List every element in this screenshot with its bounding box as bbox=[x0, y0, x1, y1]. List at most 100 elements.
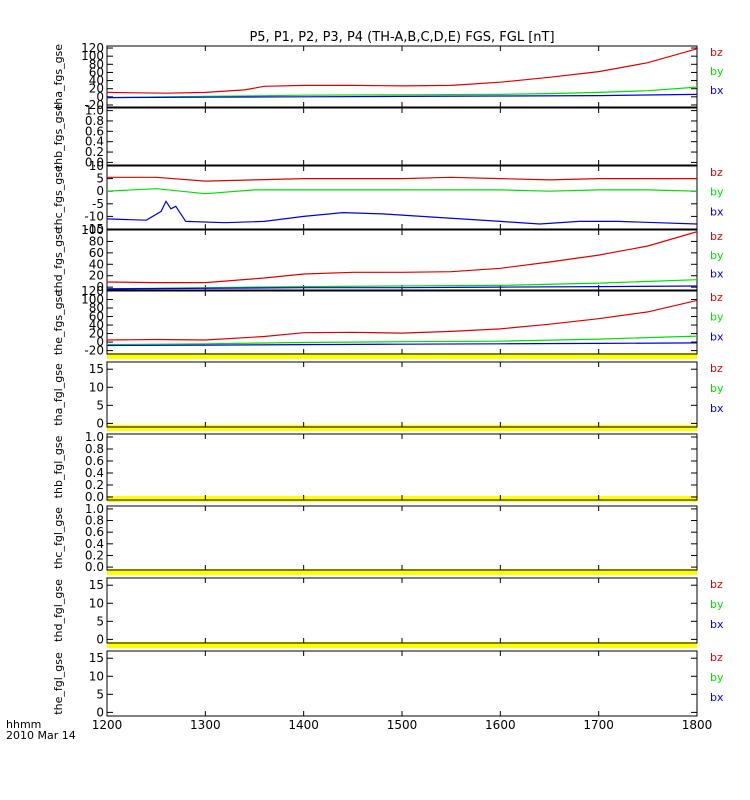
y-tick-label: 80 bbox=[89, 57, 104, 71]
series-bx-line bbox=[107, 200, 697, 225]
panel-thb_fgl_gse: 0.00.20.40.60.81.0 thb_fgl_gse bbox=[52, 430, 698, 504]
y-tick-label: 15 bbox=[89, 362, 104, 376]
y-tick-label: 120 bbox=[81, 284, 104, 298]
series-bx-line bbox=[107, 342, 697, 347]
y-tick-label: 10 bbox=[89, 596, 104, 610]
legend-by: by bbox=[710, 671, 724, 684]
panel-frame bbox=[106, 433, 698, 501]
legend-bx: bx bbox=[710, 691, 724, 704]
y-tick-label: 100 bbox=[81, 223, 104, 237]
legend-bx: bx bbox=[710, 205, 724, 218]
y-tick-label: 20 bbox=[89, 269, 104, 283]
series-by-line bbox=[107, 188, 697, 195]
y-tick-label: 0.2 bbox=[85, 145, 104, 159]
y-tick-label: 60 bbox=[89, 65, 104, 79]
y-tick-label: 100 bbox=[81, 49, 104, 63]
panel-the_fgl_gse: 0 5 10 15 the_fgl_gse bz by bx bbox=[52, 650, 724, 719]
panel-frame bbox=[106, 45, 698, 108]
legend-bz: bz bbox=[710, 578, 723, 591]
y-tick-label: 60 bbox=[89, 310, 104, 324]
y-axis-label: tha_fgl_gse bbox=[52, 363, 65, 426]
series-by-line bbox=[107, 335, 697, 346]
x-tick-label: 1300 bbox=[190, 718, 221, 732]
legend-by: by bbox=[710, 65, 724, 78]
y-tick-label: 80 bbox=[89, 301, 104, 315]
legend-bz: bz bbox=[710, 362, 723, 375]
legend-bx: bx bbox=[710, 402, 724, 415]
y-tick-label: 10 bbox=[89, 159, 104, 173]
y-tick-label: -15 bbox=[84, 222, 104, 236]
y-tick-label: 0 bbox=[96, 184, 104, 198]
y-tick-label: 0.4 bbox=[85, 466, 104, 480]
x-axis-date: 2010 Mar 14 bbox=[6, 729, 76, 742]
y-tick-label: 10 bbox=[89, 669, 104, 683]
legend-by: by bbox=[710, 311, 724, 324]
legend-bz: bz bbox=[710, 291, 723, 304]
y-tick-label: 0 bbox=[96, 632, 104, 646]
y-tick-label: 0.6 bbox=[85, 124, 104, 138]
legend-by: by bbox=[710, 598, 724, 611]
y-tick-label: 20 bbox=[89, 327, 104, 341]
panel-frame bbox=[106, 505, 698, 571]
y-tick-label: 0.0 bbox=[85, 490, 104, 504]
y-tick-label: 20 bbox=[89, 82, 104, 96]
y-axis-label: thb_fgs_gse bbox=[52, 104, 65, 170]
y-tick-label: 60 bbox=[89, 246, 104, 260]
series-bz-line bbox=[107, 231, 697, 284]
x-tick-label: 1400 bbox=[288, 718, 319, 732]
legend-bx: bx bbox=[710, 330, 724, 343]
y-axis-label: tha_fgs_gse bbox=[52, 44, 65, 109]
y-tick-label: 5 bbox=[96, 687, 104, 701]
yellow-gap-bar-0 bbox=[107, 353, 697, 359]
panel-frame bbox=[106, 165, 698, 230]
y-tick-label: 0 bbox=[96, 705, 104, 719]
x-tick-label: 1500 bbox=[387, 718, 418, 732]
y-tick-label: 0.6 bbox=[85, 525, 104, 539]
x-tick-label: 1800 bbox=[682, 718, 713, 732]
panel-tha_fgl_gse: 0 5 10 15 tha_fgl_gse bz by bx bbox=[52, 361, 724, 430]
y-axis-label: thd_fgl_gse bbox=[52, 579, 65, 642]
series-by-line bbox=[107, 86, 697, 99]
panel-frame bbox=[106, 361, 698, 428]
y-tick-label: 0.8 bbox=[85, 114, 104, 128]
y-tick-label: 0.2 bbox=[85, 548, 104, 562]
panel-frame bbox=[106, 650, 698, 717]
y-tick-label: 1.0 bbox=[85, 430, 104, 444]
y-axis-label: the_fgs_gse bbox=[52, 290, 65, 355]
yellow-gap-bar-1 bbox=[107, 425, 697, 431]
y-tick-label: 120 bbox=[81, 41, 104, 55]
y-tick-label: 0 bbox=[96, 416, 104, 430]
x-axis: 1200 1300 1400 1500 1600 1700 1800 bbox=[92, 718, 713, 732]
y-tick-label: 5 bbox=[96, 398, 104, 412]
y-tick-label: 40 bbox=[89, 74, 104, 88]
legend-bx: bx bbox=[710, 268, 724, 281]
y-tick-label: 5 bbox=[96, 172, 104, 186]
y-axis-label: thd_fgs_gse bbox=[52, 227, 65, 293]
y-axis-label: the_fgl_gse bbox=[52, 652, 65, 715]
y-tick-label: 40 bbox=[89, 318, 104, 332]
y-axis-label: thc_fgl_gse bbox=[52, 507, 65, 569]
y-tick-label: 0 bbox=[96, 335, 104, 349]
yellow-gap-bar-3 bbox=[107, 569, 697, 575]
legend-bx: bx bbox=[710, 618, 724, 631]
x-axis-label: hhmm bbox=[6, 718, 41, 731]
y-tick-label: 80 bbox=[89, 234, 104, 248]
y-tick-label: -5 bbox=[92, 197, 104, 211]
y-tick-label: 1.0 bbox=[85, 502, 104, 516]
y-tick-label: 0.8 bbox=[85, 442, 104, 456]
y-tick-label: 0 bbox=[96, 90, 104, 104]
x-tick-label: 1200 bbox=[92, 718, 123, 732]
panel-thc_fgl_gse: 0.00.20.40.60.81.0 thc_fgl_gse bbox=[52, 502, 698, 574]
y-tick-label: -20 bbox=[84, 98, 104, 112]
x-tick-label: 1700 bbox=[583, 718, 614, 732]
y-tick-label: 10 bbox=[89, 380, 104, 394]
y-tick-label: 5 bbox=[96, 614, 104, 628]
series-bz-line bbox=[107, 48, 697, 94]
panel-frame bbox=[106, 229, 698, 291]
